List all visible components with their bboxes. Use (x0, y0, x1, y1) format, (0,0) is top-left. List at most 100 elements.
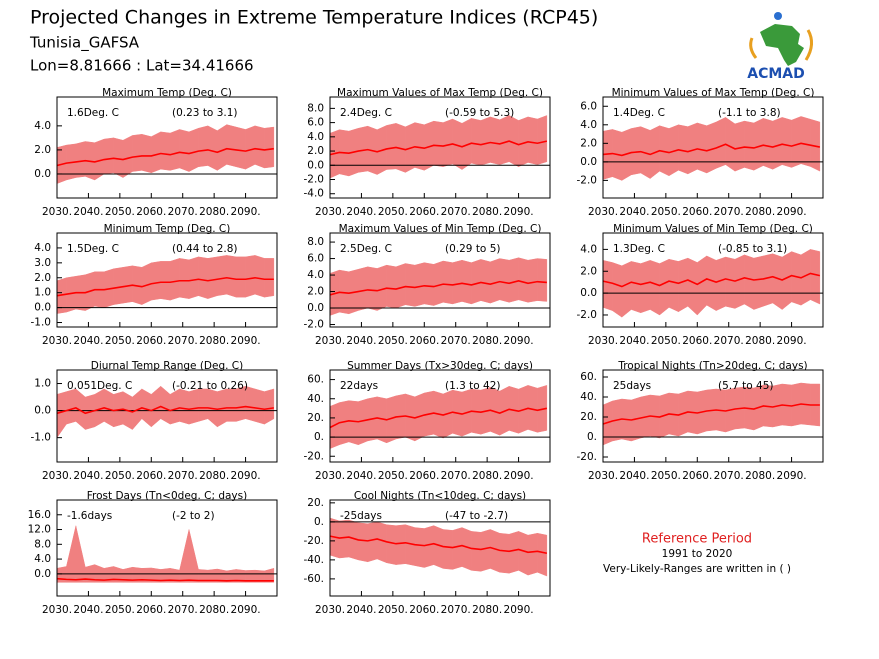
range-band (226, 255, 237, 298)
x-tick-label: 2030. (588, 335, 618, 347)
page-title: Projected Changes in Extreme Temperature… (30, 7, 598, 29)
x-tick-label: 2090. (777, 335, 807, 347)
panel-title: Cool Nights (Tn<10deg. C; days) (354, 490, 526, 502)
plot-border (329, 499, 551, 597)
panel-annotation: (5.7 to 45) (718, 380, 773, 392)
y-tick-label: 40. (307, 393, 324, 405)
y-tick-label: 0.0 (307, 302, 324, 314)
x-tick-label: 2050. (651, 470, 681, 482)
y-tick-label: -20. (577, 451, 598, 463)
x-tick-label: 2080. (472, 206, 502, 218)
range-band (264, 258, 275, 298)
panel-annotation: (0.29 to 5) (445, 243, 500, 255)
x-tick-label: 2040. (73, 470, 103, 482)
x-tick-label: 2040. (619, 335, 649, 347)
y-tick-label: 0.0 (580, 287, 597, 299)
panel-annotation: (-0.59 to 5.3) (445, 107, 514, 119)
y-tick-label: 1.0 (34, 378, 51, 390)
range-band (376, 521, 387, 564)
x-tick-label: 2070. (714, 206, 744, 218)
plot-border (56, 232, 278, 328)
x-tick-label: 2030. (42, 335, 72, 347)
y-tick-label: 20. (580, 411, 597, 423)
range-band (471, 259, 482, 305)
x-tick-label: 2030. (588, 470, 618, 482)
plot-border (329, 232, 551, 328)
panel-title: Minimum Values of Min Temp (Deg. C) (613, 223, 813, 235)
y-tick-label: 8.0 (307, 236, 324, 248)
logo: ACMAD (747, 12, 813, 82)
y-tick-label: 0. (314, 431, 324, 443)
range-band (810, 118, 821, 172)
range-band (442, 529, 453, 570)
range-band (612, 262, 623, 318)
range-band (264, 388, 275, 425)
range-band (188, 127, 199, 172)
range-band (339, 519, 350, 559)
range-band (499, 532, 510, 574)
y-tick-label: 4.0 (307, 131, 324, 143)
range-band (414, 527, 425, 568)
y-tick-label: 60. (307, 374, 324, 386)
median-line (602, 403, 820, 425)
x-tick-label: 2060. (682, 470, 712, 482)
x-tick-label: 2030. (315, 206, 345, 218)
y-tick-label: 12.0 (28, 524, 51, 536)
range-band (226, 124, 237, 168)
x-tick-label: 2070. (441, 206, 471, 218)
y-tick-label: 0.0 (34, 168, 51, 180)
range-band (537, 258, 548, 302)
range-band (725, 256, 736, 309)
range-band (433, 525, 444, 569)
logo-arc (804, 29, 813, 61)
x-tick-label: 2090. (504, 604, 534, 616)
median-line (56, 577, 274, 582)
panel-annotation: 2.5Deg. C (340, 243, 392, 255)
x-tick-label: 2050. (105, 470, 135, 482)
y-tick-label: 4.0 (34, 553, 51, 565)
range-band (358, 522, 368, 563)
median-line (56, 276, 274, 297)
range-band (480, 529, 491, 572)
range-band (649, 259, 660, 316)
y-tick-label: 2.0 (580, 137, 597, 149)
range-band (791, 116, 802, 168)
panel-annotation: (-2 to 2) (172, 510, 215, 522)
range-band (405, 263, 416, 307)
y-tick-label: 60. (580, 371, 597, 383)
y-tick-label: 3.0 (34, 257, 51, 269)
median-line (329, 279, 547, 296)
x-tick-label: 2060. (136, 335, 166, 347)
median-line (56, 147, 274, 167)
location: Tunisia_GAFSA (29, 34, 140, 53)
range-band (781, 251, 792, 311)
y-tick-label: -60. (304, 573, 325, 585)
range-band (264, 567, 275, 583)
x-tick-label: 2040. (346, 335, 376, 347)
panel-annotation: (-1.1 to 3.8) (718, 107, 781, 119)
range-band (217, 255, 227, 296)
x-tick-label: 2060. (409, 206, 439, 218)
coordinates: Lon=8.81666 : Lat=34.41666 (30, 57, 254, 75)
panel-annotation: 1.4Deg. C (613, 107, 665, 119)
median-line (602, 272, 821, 288)
y-tick-label: 0.0 (34, 302, 51, 314)
panel-annotation: -25days (340, 510, 382, 522)
x-tick-label: 2040. (346, 206, 376, 218)
range-band (715, 256, 726, 311)
range-band (198, 388, 209, 422)
range-band (235, 126, 246, 170)
x-tick-label: 2060. (136, 470, 166, 482)
range-band (621, 261, 632, 318)
logo-text: ACMAD (747, 66, 805, 82)
range-band (706, 121, 717, 174)
range-band (433, 260, 444, 306)
range-band (480, 116, 491, 166)
range-band (471, 118, 482, 166)
x-tick-label: 2030. (315, 604, 345, 616)
range-band (508, 531, 519, 574)
plot-border (602, 96, 824, 199)
x-tick-label: 2070. (168, 335, 198, 347)
range-band (207, 125, 218, 171)
